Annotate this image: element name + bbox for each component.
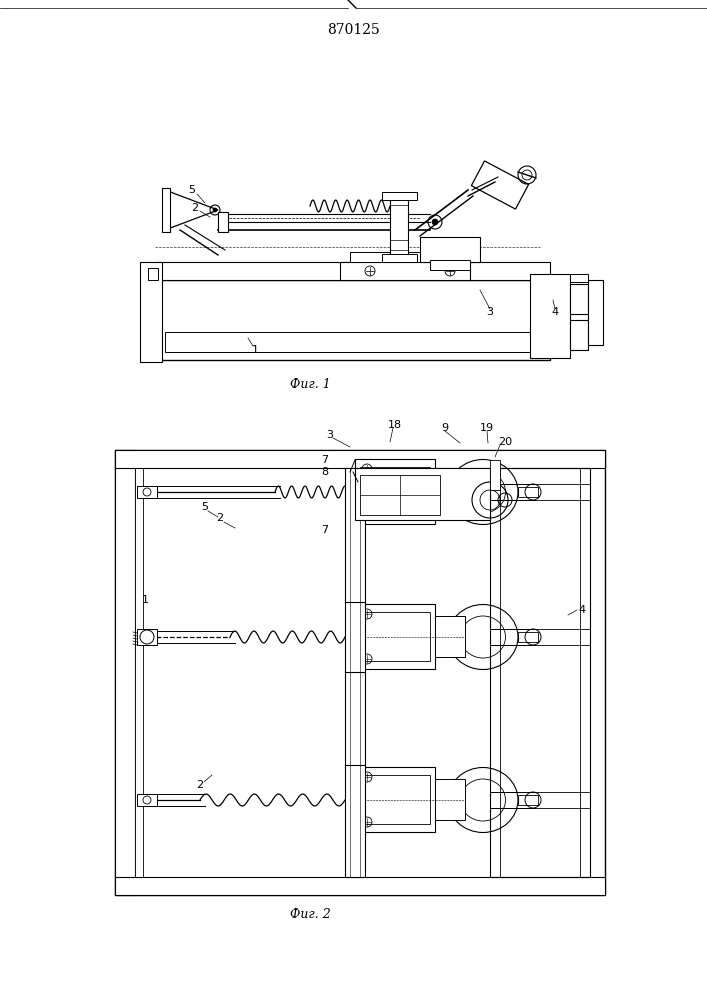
Text: 4: 4 bbox=[578, 605, 585, 615]
Text: 4: 4 bbox=[551, 307, 559, 317]
Bar bbox=[135, 450, 143, 895]
Bar bbox=[162, 188, 170, 232]
Bar bbox=[155, 262, 550, 280]
Text: 1: 1 bbox=[141, 595, 148, 605]
Bar bbox=[137, 629, 157, 645]
Text: 7: 7 bbox=[322, 455, 329, 465]
Bar bbox=[340, 262, 470, 280]
Bar bbox=[218, 212, 228, 232]
Bar bbox=[350, 252, 460, 262]
Bar bbox=[435, 616, 465, 657]
Text: 8: 8 bbox=[322, 467, 329, 477]
Bar bbox=[570, 274, 588, 282]
Bar bbox=[570, 284, 588, 314]
Bar bbox=[115, 450, 135, 895]
Bar bbox=[420, 237, 480, 262]
Bar bbox=[430, 260, 470, 270]
Text: 5: 5 bbox=[189, 185, 196, 195]
Bar bbox=[490, 468, 590, 877]
Text: 20: 20 bbox=[498, 437, 512, 447]
Circle shape bbox=[213, 208, 217, 212]
Text: 2: 2 bbox=[216, 513, 223, 523]
Bar bbox=[355, 468, 490, 520]
Bar bbox=[360, 467, 430, 516]
Bar bbox=[165, 332, 540, 352]
Text: 18: 18 bbox=[388, 420, 402, 430]
Bar bbox=[155, 280, 550, 360]
Bar bbox=[115, 450, 605, 468]
Text: 870125: 870125 bbox=[327, 23, 380, 37]
Bar bbox=[360, 612, 430, 661]
Bar bbox=[518, 487, 538, 497]
Bar bbox=[588, 280, 603, 345]
Bar bbox=[137, 794, 157, 806]
Bar bbox=[518, 795, 538, 805]
Bar bbox=[360, 775, 430, 824]
Bar bbox=[115, 450, 605, 895]
Text: Фиг. 2: Фиг. 2 bbox=[290, 908, 330, 922]
Text: 3: 3 bbox=[486, 307, 493, 317]
Bar bbox=[140, 262, 162, 362]
Bar bbox=[435, 779, 465, 820]
Text: 19: 19 bbox=[480, 423, 494, 433]
Text: 7: 7 bbox=[322, 525, 329, 535]
Text: 1: 1 bbox=[252, 345, 259, 355]
Text: 9: 9 bbox=[441, 423, 448, 433]
Bar bbox=[355, 767, 435, 832]
Circle shape bbox=[432, 219, 438, 225]
Bar bbox=[570, 320, 588, 350]
Bar bbox=[355, 459, 435, 524]
Bar bbox=[345, 468, 365, 877]
Text: 3: 3 bbox=[327, 430, 334, 440]
Text: 2: 2 bbox=[192, 203, 199, 213]
Bar bbox=[355, 604, 435, 669]
Bar bbox=[115, 877, 605, 895]
Bar bbox=[518, 632, 538, 642]
Bar bbox=[390, 198, 408, 258]
Bar bbox=[137, 486, 157, 498]
Text: Фиг. 1: Фиг. 1 bbox=[290, 378, 330, 391]
Bar bbox=[382, 254, 417, 262]
Bar bbox=[490, 468, 590, 877]
Bar bbox=[382, 192, 417, 200]
Bar bbox=[530, 274, 570, 358]
Bar bbox=[148, 268, 158, 280]
Text: 2: 2 bbox=[197, 780, 204, 790]
Bar bbox=[360, 475, 440, 515]
Text: 5: 5 bbox=[201, 502, 209, 512]
Bar bbox=[490, 460, 500, 490]
Bar bbox=[435, 471, 465, 512]
